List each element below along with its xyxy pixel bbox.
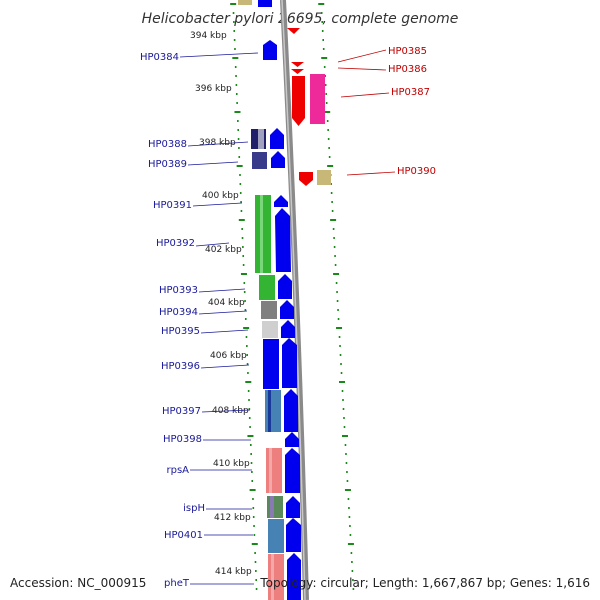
left-gene-labels bbox=[179, 52, 259, 585]
gene-hp0384-arrow[interactable] bbox=[263, 40, 277, 60]
gene-hp0389-block[interactable] bbox=[252, 152, 267, 169]
gene-hp0397-highlight bbox=[268, 390, 271, 432]
gene-label[interactable]: HP0385 bbox=[388, 46, 427, 57]
outer-tick-ring bbox=[318, 3, 355, 590]
gene-hp0397-arrow[interactable] bbox=[284, 389, 298, 432]
kbp-label: 394 kbp bbox=[190, 31, 227, 41]
gene-hp0385-arrow[interactable] bbox=[291, 62, 304, 67]
gene-phet-highlight bbox=[271, 554, 274, 600]
gene-label[interactable]: rpsA bbox=[166, 465, 189, 476]
kbp-label: 412 kbp bbox=[214, 513, 251, 523]
genome-summary-text: Topology: circular; Length: 1,667,867 bp… bbox=[259, 576, 590, 590]
kbp-label: 398 kbp bbox=[199, 138, 236, 148]
gene-label[interactable]: pheT bbox=[164, 578, 190, 589]
kbp-label: 406 kbp bbox=[210, 351, 247, 361]
gene-label[interactable]: HP0386 bbox=[388, 64, 427, 75]
gene-rpsa-block[interactable] bbox=[266, 448, 282, 493]
gene-hp0390-arrow[interactable] bbox=[299, 172, 313, 186]
gene-rpsa-arrow[interactable] bbox=[285, 448, 300, 493]
gene-rpsa-highlight bbox=[269, 448, 272, 493]
gene-label[interactable]: HP0387 bbox=[391, 87, 430, 98]
gene-label[interactable]: HP0401 bbox=[164, 530, 203, 541]
gene-hp0390-block[interactable] bbox=[317, 170, 331, 185]
gene-isph-arrow[interactable] bbox=[286, 496, 300, 518]
gene-phet-arrow[interactable] bbox=[287, 553, 301, 600]
feature-blue-top bbox=[258, 0, 272, 7]
gene-hp0397-block[interactable] bbox=[265, 390, 281, 432]
map-title: Helicobacter pylori 26695, complete geno… bbox=[142, 11, 459, 27]
kbp-label: 414 kbp bbox=[215, 567, 252, 577]
inner-tick-ring bbox=[230, 3, 258, 590]
gene-hp0398-arrow[interactable] bbox=[285, 432, 299, 447]
gene-hp0391-arrow[interactable] bbox=[274, 195, 288, 207]
accession-text: Accession: NC_000915 bbox=[10, 576, 146, 590]
gene-label[interactable]: HP0398 bbox=[163, 434, 202, 445]
kbp-label: 402 kbp bbox=[205, 245, 242, 255]
gene-isph-block[interactable] bbox=[267, 496, 283, 518]
gene-hp0393-arrow[interactable] bbox=[278, 274, 292, 299]
gene-hp0396-arrow[interactable] bbox=[282, 338, 297, 388]
gene-label[interactable]: HP0390 bbox=[397, 166, 436, 177]
gene-hp0386-arrow[interactable] bbox=[291, 69, 304, 74]
right-gene-leaders bbox=[337, 49, 396, 176]
kbp-scale: 394 kbp 396 kbp 398 kbp 400 kbp 402 kbp … bbox=[190, 31, 252, 577]
gene-label[interactable]: HP0384 bbox=[140, 52, 179, 63]
feature-olive-top bbox=[238, 0, 252, 5]
gene-hp0401-block[interactable] bbox=[268, 519, 284, 553]
gene-label[interactable]: HP0397 bbox=[162, 406, 201, 417]
gene-label[interactable]: HP0392 bbox=[156, 238, 195, 249]
gene-label[interactable]: HP0388 bbox=[148, 139, 187, 150]
gene-hp0396-block[interactable] bbox=[263, 339, 279, 389]
left-gene-names: HP0384 HP0388 HP0389 HP0391 HP0392 HP039… bbox=[140, 52, 205, 589]
right-gene-names: HP0385 HP0386 HP0387 HP0390 bbox=[388, 46, 436, 177]
kbp-label: 396 kbp bbox=[195, 84, 232, 94]
gene-label[interactable]: HP0393 bbox=[159, 285, 198, 296]
gene-label[interactable]: HP0394 bbox=[159, 307, 198, 318]
gene-label[interactable]: HP0396 bbox=[161, 361, 200, 372]
gene-hp0388-highlight bbox=[258, 129, 264, 149]
gene-hp0389-arrow[interactable] bbox=[271, 151, 285, 168]
kbp-label: 410 kbp bbox=[213, 459, 250, 469]
gene-label[interactable]: HP0391 bbox=[153, 200, 192, 211]
genome-backbone-highlight bbox=[281, 0, 306, 600]
gene-hp0394-block[interactable] bbox=[261, 301, 277, 319]
kbp-label: 404 kbp bbox=[208, 298, 245, 308]
gene-hp0401-arrow[interactable] bbox=[286, 518, 301, 552]
genome-backbone bbox=[280, 0, 309, 600]
gene-isph-highlight bbox=[270, 496, 274, 518]
gene-hp0388-arrow[interactable] bbox=[270, 128, 284, 149]
gene-hp0393-block[interactable] bbox=[259, 275, 275, 300]
gene-hp0391-highlight bbox=[260, 195, 263, 273]
gene-hp0386b-arrow[interactable] bbox=[292, 76, 305, 126]
gene-hp0387-block[interactable] bbox=[310, 74, 325, 124]
gene-label[interactable]: ispH bbox=[183, 503, 205, 514]
kbp-label: 400 kbp bbox=[202, 191, 239, 201]
gene-hp0392-arrow[interactable] bbox=[275, 208, 291, 272]
gene-hp0395-block[interactable] bbox=[262, 321, 278, 338]
gene-hp0394-arrow[interactable] bbox=[280, 300, 294, 319]
gene-label[interactable]: HP0395 bbox=[161, 326, 200, 337]
gene-label[interactable]: HP0389 bbox=[148, 159, 187, 170]
feature-red-top bbox=[287, 28, 300, 34]
gene-hp0395-arrow[interactable] bbox=[281, 320, 295, 338]
